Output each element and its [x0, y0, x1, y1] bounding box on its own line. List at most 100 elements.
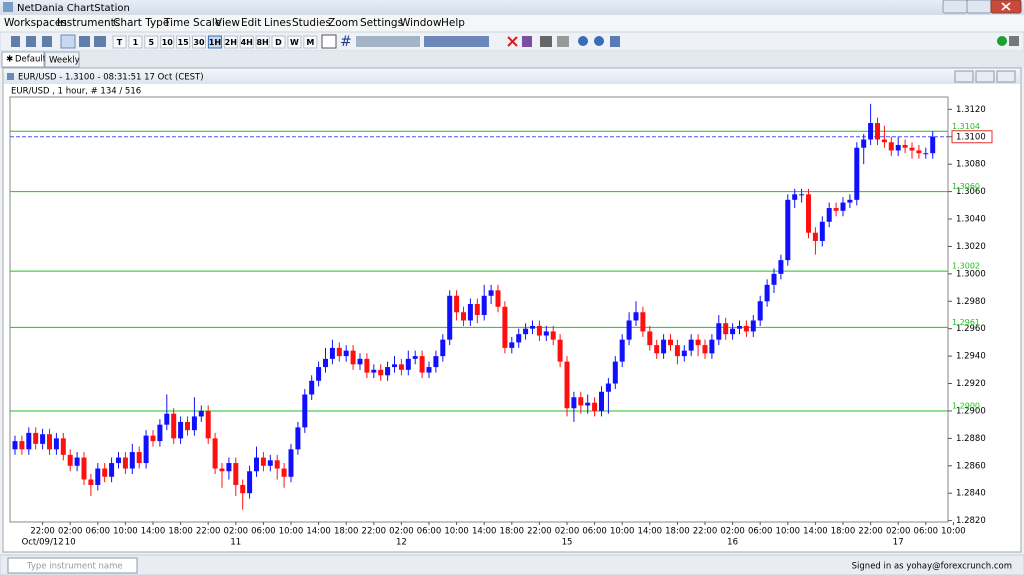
timeframe-label[interactable]: 8H [256, 38, 268, 47]
menu-item[interactable]: Studies [292, 17, 331, 29]
candle-body [295, 427, 301, 450]
timeframe-label[interactable]: 2H [225, 38, 237, 47]
timeframe-label[interactable]: T [117, 38, 123, 47]
instrument-search[interactable] [7, 557, 138, 574]
candle-body [274, 460, 280, 469]
date-label: 17 [893, 538, 904, 548]
timeframe-button[interactable] [223, 35, 238, 49]
menu-item[interactable]: Window [400, 17, 442, 29]
candle-body [371, 369, 377, 373]
candle-body [88, 479, 94, 485]
candle-body [840, 202, 846, 211]
tool-icon[interactable] [79, 36, 90, 47]
candle-body [281, 468, 287, 477]
timeframe-button[interactable] [128, 35, 143, 49]
timeframe-button[interactable] [255, 35, 270, 49]
tool-icons[interactable] [356, 36, 420, 47]
candle-body [868, 123, 874, 140]
maximize-button[interactable] [966, 0, 992, 14]
menu-item[interactable]: View [215, 17, 240, 29]
timeframe-label[interactable]: 1 [133, 38, 139, 47]
candle-body [26, 432, 32, 450]
chart-window-titlebar [4, 69, 1020, 84]
timeframe-label[interactable]: W [290, 38, 299, 47]
timeframe-label[interactable]: 5 [149, 38, 155, 47]
timeframe-label[interactable]: 10 [162, 38, 174, 47]
menu-item[interactable]: Time Scale [163, 17, 221, 29]
candle-body [550, 331, 556, 340]
tool-icon[interactable] [610, 36, 620, 47]
timeframe-button[interactable] [303, 35, 318, 49]
candle-body [509, 342, 515, 348]
tool-icon[interactable] [321, 34, 337, 49]
timeframe-button[interactable] [144, 35, 159, 49]
tool-icon[interactable] [60, 34, 76, 49]
menu-item[interactable]: Zoom [328, 17, 358, 29]
settings-icon[interactable] [1009, 36, 1019, 46]
menu-item[interactable]: Settings [360, 17, 403, 29]
candle-body [881, 139, 887, 143]
timeframe-label[interactable]: 30 [193, 38, 205, 47]
candle-body [129, 452, 135, 469]
menu-item[interactable]: Edit [241, 17, 261, 29]
tool-icons[interactable] [424, 36, 489, 47]
menu-item[interactable]: Help [441, 17, 465, 29]
signed-in-text: Signed in as yohay@forexcrunch.com [852, 562, 1012, 572]
x-tick-label: 18:00 [665, 527, 690, 537]
grid-icon[interactable]: # [340, 34, 352, 50]
timeframe-button[interactable] [239, 35, 254, 49]
menu-item[interactable]: Workspaces [4, 17, 67, 29]
timeframe-button[interactable] [192, 35, 206, 49]
tool-icon[interactable] [94, 36, 106, 47]
timeframe-label[interactable]: 1H [209, 38, 221, 47]
timeframe-button[interactable] [287, 35, 302, 49]
menu-item[interactable]: Instruments [57, 17, 120, 29]
x-tick-label: 14:00 [638, 527, 663, 537]
candle-body [902, 144, 908, 148]
timeframe-label[interactable]: 4H [241, 38, 253, 47]
zoom-in[interactable] [578, 36, 588, 46]
date-label: 16 [727, 538, 738, 548]
tool-icon[interactable] [522, 36, 532, 47]
zoom-out[interactable] [594, 36, 604, 46]
tool-icon[interactable] [42, 36, 52, 47]
minimize-button[interactable] [942, 0, 968, 14]
tool-icon[interactable] [11, 36, 20, 47]
candle-body [750, 320, 756, 332]
candle-body [502, 306, 508, 348]
y-tick-label: 1.3120 [956, 105, 986, 115]
preview-icon[interactable] [557, 36, 569, 47]
candle-body [74, 457, 80, 466]
chart-minimize[interactable] [954, 70, 974, 83]
candle-body [654, 345, 660, 354]
chart-close[interactable] [996, 70, 1016, 83]
tab-label[interactable]: Default [15, 55, 47, 65]
delete-icon[interactable] [507, 36, 518, 47]
menu-item[interactable]: Lines [264, 17, 291, 29]
candle-body [440, 339, 446, 357]
timeframe-label[interactable]: D [275, 38, 282, 47]
timeframe-button[interactable] [160, 35, 175, 49]
chart-restore[interactable] [975, 70, 995, 83]
x-tick-label: 22:00 [527, 527, 552, 537]
print-icon[interactable] [540, 36, 552, 47]
tool-icon[interactable] [26, 36, 36, 47]
candle-body [930, 136, 936, 154]
tab[interactable] [44, 51, 80, 68]
timeframe-button[interactable] [112, 35, 127, 49]
candle-body [454, 295, 460, 313]
candle-body [826, 208, 832, 222]
timeframe-label[interactable]: 15 [178, 38, 190, 47]
candle-body [426, 367, 432, 373]
tab-label[interactable]: Weekly [49, 56, 80, 66]
candle-body [212, 438, 218, 469]
level-label: 1.3060 [952, 182, 980, 191]
timeframe-button[interactable] [207, 35, 222, 49]
timeframe-button[interactable] [271, 35, 286, 49]
menu-item[interactable]: Chart Type [113, 17, 169, 29]
candle-body [302, 394, 308, 428]
tab[interactable] [1, 51, 45, 68]
timeframe-label[interactable]: M [306, 38, 314, 47]
candle-body [564, 361, 570, 409]
timeframe-button[interactable] [176, 35, 191, 49]
